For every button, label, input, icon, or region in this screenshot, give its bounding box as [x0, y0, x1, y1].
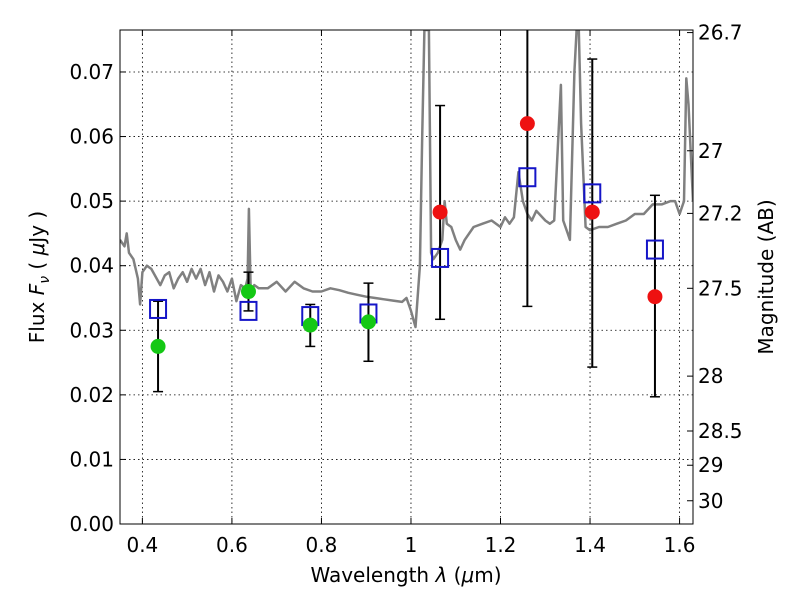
data-point: [150, 338, 166, 354]
y-axis-label: Flux Fν ( μJy ): [25, 211, 53, 343]
y-right-tick-label: 30: [698, 489, 723, 513]
data-point: [584, 204, 600, 220]
y-right-tick-label: 26.7: [698, 21, 743, 45]
x-tick-label: 1.2: [485, 533, 517, 557]
y-tick-label: 0.02: [69, 383, 114, 407]
spectrum-line: [120, 30, 693, 329]
x-tick-label: 0.8: [306, 533, 338, 557]
y-tick-label: 0.03: [69, 318, 114, 342]
x-tick-label: 1.6: [664, 533, 696, 557]
y-axis-right-label: Magnitude (AB): [754, 199, 778, 354]
data-point: [240, 284, 256, 300]
data-point: [432, 204, 448, 220]
markers: [149, 116, 664, 354]
data-point: [647, 289, 663, 305]
y-right-tick-label: 27.2: [698, 201, 743, 225]
y-right-tick-label: 27.5: [698, 276, 743, 300]
y-tick-label: 0.00: [69, 512, 114, 536]
y-right-tick-label: 27: [698, 139, 723, 163]
plot-frame: [119, 29, 694, 525]
model-square-marker: [518, 167, 537, 188]
model-square-marker: [149, 298, 168, 319]
grid: [120, 30, 693, 525]
y-tick-label: 0.04: [69, 254, 114, 278]
y-tick-label: 0.01: [69, 447, 114, 471]
model-square-marker: [583, 183, 602, 204]
x-tick-label: 0.6: [216, 533, 248, 557]
y-right-tick-label: 28: [698, 364, 723, 388]
data-point: [302, 317, 318, 333]
plot-area: [120, 30, 693, 329]
model-square-marker: [645, 239, 664, 260]
data-point: [360, 314, 376, 330]
model-square-marker: [431, 247, 450, 268]
y-right-tick-label: 29: [698, 453, 723, 477]
y-tick-label: 0.05: [69, 189, 114, 213]
x-tick-label: 0.4: [126, 533, 158, 557]
y-tick-label: 0.07: [69, 60, 114, 84]
x-axis-label: Wavelength λ (μm): [310, 563, 501, 587]
data-point: [519, 116, 535, 132]
model-square-marker: [239, 300, 258, 321]
axes: 0.4 0.6 0.8 1 1.2 1.4 1.6 0.00 0.01 0.02 0.03 0.04 0…: [69, 21, 742, 557]
x-tick-label: 1: [405, 533, 418, 557]
y-right-tick-label: 28.5: [698, 419, 743, 443]
y-tick-label: 0.06: [69, 125, 114, 149]
x-tick-label: 1.4: [574, 533, 606, 557]
